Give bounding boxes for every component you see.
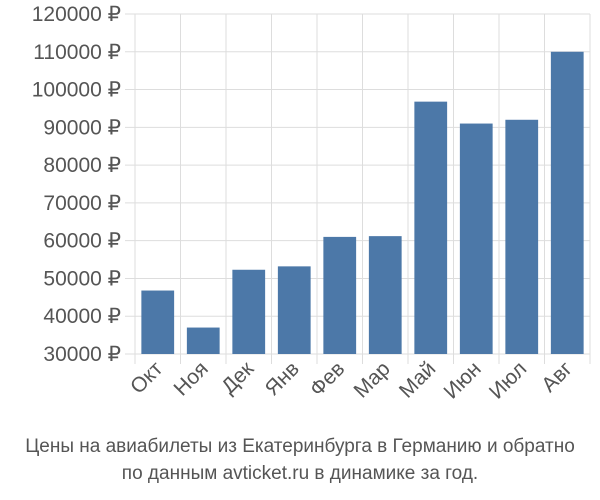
y-tick-label: 60000 ₽ — [43, 230, 121, 253]
bar — [414, 101, 448, 355]
y-tick-label: 40000 ₽ — [43, 305, 121, 328]
y-tick-label: 90000 ₽ — [43, 116, 121, 139]
chart-grid — [125, 13, 591, 364]
bar — [141, 290, 175, 354]
x-tick-label: Окт — [126, 357, 168, 399]
y-tick-label: 70000 ₽ — [43, 192, 121, 215]
price-bar-chart: 30000 ₽ 40000 ₽ 50000 ₽ 60000 ₽ 70000 ₽ 80000… — [32, 3, 591, 404]
bar — [505, 119, 539, 355]
bar — [368, 236, 402, 354]
x-tick-label: Июн — [440, 357, 486, 403]
y-axis: 30000 ₽ 40000 ₽ 50000 ₽ 60000 ₽ 70000 ₽ 80000… — [32, 3, 121, 366]
x-tick-label: Май — [395, 357, 440, 402]
x-tick-label: Июл — [485, 357, 531, 403]
y-tick-label: 30000 ₽ — [43, 343, 121, 366]
x-axis: Окт Ноя Дек Янв Фев Мар Май Июн Июл Авг — [126, 357, 577, 404]
x-tick-label: Мар — [349, 357, 394, 402]
y-tick-label: 80000 ₽ — [43, 154, 121, 177]
x-tick-label: Янв — [261, 357, 304, 400]
chart-title-line-1: Цены на авиабилеты из Екатеринбурга в Ге… — [25, 436, 575, 457]
x-tick-label: Авг — [537, 357, 577, 397]
x-tick-label: Ноя — [169, 357, 212, 400]
chart-bars — [141, 51, 584, 355]
y-tick-label: 110000 ₽ — [33, 41, 121, 64]
y-tick-label: 100000 ₽ — [32, 79, 121, 102]
y-tick-label: 120000 ₽ — [32, 3, 121, 26]
bar — [550, 51, 584, 355]
bar — [277, 266, 311, 354]
x-tick-label: Дек — [217, 357, 259, 399]
bar — [232, 269, 266, 354]
chart-title-line-2: по данным avticket.ru в динамике за год. — [121, 463, 479, 484]
y-tick-label: 50000 ₽ — [43, 267, 121, 290]
bar — [459, 123, 493, 354]
bar — [323, 236, 357, 354]
x-tick-label: Фев — [306, 357, 350, 401]
bar — [186, 327, 220, 354]
